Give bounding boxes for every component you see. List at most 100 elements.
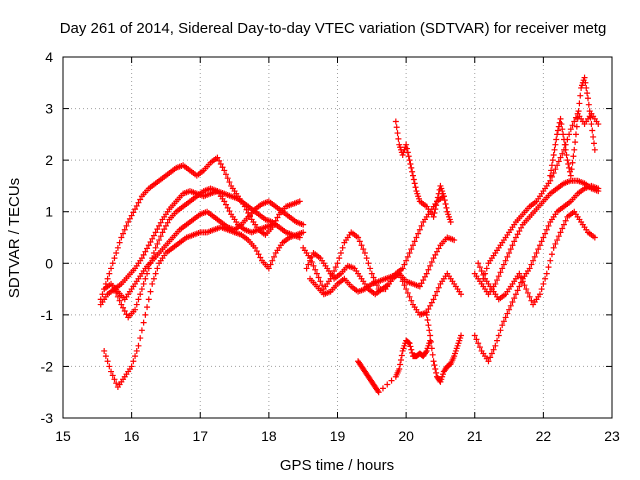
data-point xyxy=(549,157,556,164)
data-point xyxy=(319,282,326,289)
data-point xyxy=(432,251,439,258)
data-point xyxy=(116,297,123,304)
data-point xyxy=(140,319,147,326)
data-point xyxy=(130,358,137,365)
data-point xyxy=(430,358,437,365)
data-point xyxy=(145,296,152,303)
data-point xyxy=(421,273,428,280)
data-point xyxy=(409,349,416,356)
data-point xyxy=(132,206,139,213)
data-point xyxy=(406,157,413,164)
data-point xyxy=(511,238,518,245)
data-point xyxy=(543,270,550,277)
data-point xyxy=(403,145,410,152)
data-point xyxy=(368,270,375,277)
series-burst-low xyxy=(355,337,434,396)
data-point xyxy=(267,261,274,268)
data-point xyxy=(313,270,320,277)
data-point xyxy=(108,368,115,375)
data-point xyxy=(144,270,151,277)
data-point xyxy=(432,206,439,213)
data-point xyxy=(550,151,557,158)
data-point xyxy=(569,159,576,166)
data-point xyxy=(553,136,560,143)
data-point xyxy=(135,199,142,206)
data-point xyxy=(111,255,118,262)
data-point xyxy=(547,177,554,184)
data-point xyxy=(428,299,435,306)
data-point xyxy=(407,161,414,168)
series-arc-late xyxy=(111,185,276,321)
data-point xyxy=(379,385,386,392)
data-point xyxy=(495,332,502,339)
data-point xyxy=(257,254,264,261)
data-point xyxy=(552,240,559,247)
data-point xyxy=(516,270,523,277)
data-point xyxy=(130,209,137,216)
data-point xyxy=(360,246,367,253)
data-point xyxy=(407,343,414,350)
data-point xyxy=(552,141,559,148)
data-point xyxy=(128,363,135,370)
data-point xyxy=(355,234,362,241)
data-point xyxy=(274,214,281,221)
data-point xyxy=(516,283,523,290)
data-point xyxy=(535,246,542,253)
data-point xyxy=(121,226,128,233)
data-point xyxy=(440,193,447,200)
data-point xyxy=(138,286,145,293)
data-point xyxy=(147,288,154,295)
data-point xyxy=(224,204,231,211)
series-arc-low xyxy=(101,224,307,391)
data-point xyxy=(149,255,156,262)
series-burst-high xyxy=(392,118,454,226)
data-point xyxy=(487,354,494,361)
data-point xyxy=(518,224,525,231)
data-point xyxy=(111,376,118,383)
data-point xyxy=(154,240,161,247)
data-point xyxy=(427,302,434,309)
data-point xyxy=(154,226,161,233)
data-point xyxy=(433,202,440,209)
data-point xyxy=(418,280,425,287)
data-point xyxy=(548,167,555,174)
data-point xyxy=(133,347,140,354)
data-point xyxy=(401,282,408,289)
data-point xyxy=(269,221,276,228)
data-point xyxy=(476,264,483,271)
data-point xyxy=(566,131,573,138)
data-point xyxy=(423,270,430,277)
data-point xyxy=(509,242,516,249)
data-point xyxy=(415,230,422,237)
data-point xyxy=(587,114,594,121)
data-point xyxy=(408,164,415,171)
data-point xyxy=(569,122,576,129)
x-axis-label: GPS time / hours xyxy=(280,457,394,474)
data-point xyxy=(108,265,115,272)
data-point xyxy=(296,198,303,205)
data-point xyxy=(595,185,602,192)
data-point xyxy=(120,304,127,311)
data-point xyxy=(497,327,504,334)
data-point xyxy=(575,108,582,115)
series-eve-b xyxy=(471,182,602,365)
data-point xyxy=(570,153,577,160)
data-point xyxy=(473,336,480,343)
data-point xyxy=(430,296,437,303)
data-point xyxy=(497,269,504,276)
data-point xyxy=(424,317,431,324)
data-point xyxy=(494,277,501,284)
data-point xyxy=(547,257,554,264)
y-tick-label: 2 xyxy=(45,152,53,168)
data-point xyxy=(337,249,344,256)
data-point xyxy=(150,232,157,239)
data-point xyxy=(99,291,106,298)
data-point xyxy=(432,366,439,373)
data-point xyxy=(524,289,531,296)
data-point xyxy=(123,311,130,318)
data-point xyxy=(485,358,492,365)
y-tick-labels: -3 -2 -1 0 1 2 3 4 xyxy=(41,49,54,426)
y-tick-label: -1 xyxy=(41,307,54,323)
x-tick-labels: 15 16 17 18 19 20 21 22 23 xyxy=(55,428,620,444)
data-point xyxy=(113,249,120,256)
